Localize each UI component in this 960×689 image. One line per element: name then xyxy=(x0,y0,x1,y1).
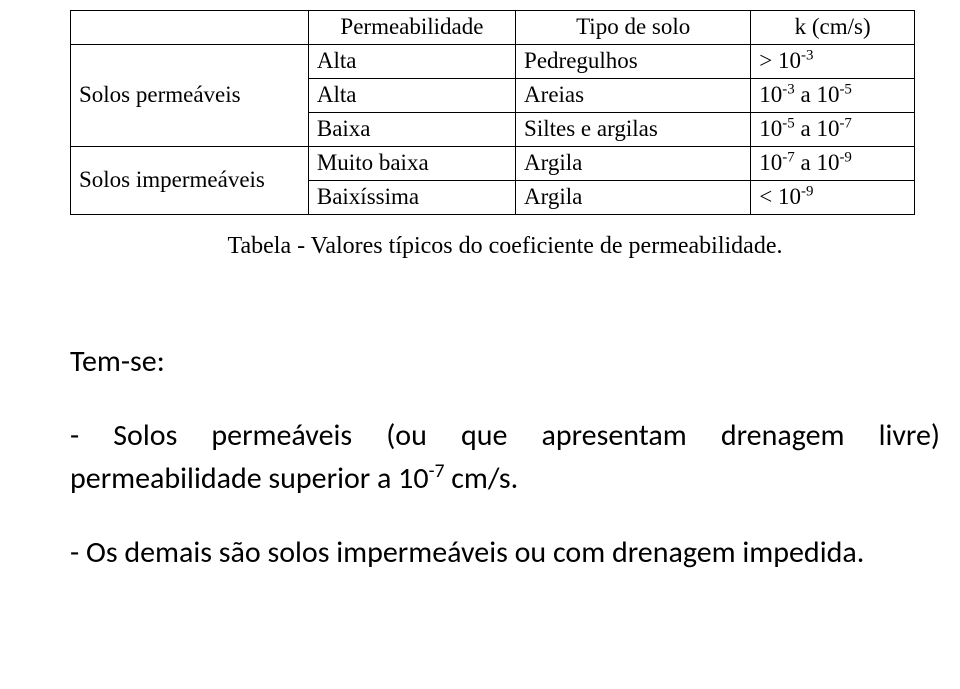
cell-k: 10-5 a 10-7 xyxy=(751,113,915,147)
cell-k: > 10-3 xyxy=(751,45,915,79)
cell-k: < 10-9 xyxy=(751,181,915,215)
cell-tipo: Pedregulhos xyxy=(516,45,751,79)
header-tipo: Tipo de solo xyxy=(516,11,751,45)
table-row: Solos impermeáveis Muito baixa Argila 10… xyxy=(71,147,915,181)
header-k: k (cm/s) xyxy=(751,11,915,45)
group-label-permeaveis: Solos permeáveis xyxy=(71,45,309,147)
cell-perm: Baixíssima xyxy=(308,181,515,215)
cell-tipo: Argila xyxy=(516,181,751,215)
page: Permeabilidade Tipo de solo k (cm/s) Sol… xyxy=(0,10,960,574)
cell-tipo: Areias xyxy=(516,79,751,113)
text-p2: - Os demais são solos impermeáveis ou co… xyxy=(70,531,940,575)
permeability-table: Permeabilidade Tipo de solo k (cm/s) Sol… xyxy=(70,10,915,215)
group-label-impermeaveis: Solos impermeáveis xyxy=(71,147,309,215)
body-text: Tem-se: - Solos permeáveis (ou que apres… xyxy=(70,340,940,574)
table-row: Solos permeáveis Alta Pedregulhos > 10-3 xyxy=(71,45,915,79)
text-p1: - Solos permeáveis (ou que apresentam dr… xyxy=(70,414,940,501)
table-header-row: Permeabilidade Tipo de solo k (cm/s) xyxy=(71,11,915,45)
cell-k: 10-7 a 10-9 xyxy=(751,147,915,181)
cell-tipo: Siltes e argilas xyxy=(516,113,751,147)
cell-perm: Alta xyxy=(308,45,515,79)
table-caption: Tabela - Valores típicos do coeficiente … xyxy=(70,233,940,260)
cell-tipo: Argila xyxy=(516,147,751,181)
cell-perm: Baixa xyxy=(308,113,515,147)
header-blank xyxy=(71,11,309,45)
cell-k: 10-3 a 10-5 xyxy=(751,79,915,113)
text-temse: Tem-se: xyxy=(70,340,940,384)
header-perm: Permeabilidade xyxy=(308,11,515,45)
cell-perm: Alta xyxy=(308,79,515,113)
cell-perm: Muito baixa xyxy=(308,147,515,181)
